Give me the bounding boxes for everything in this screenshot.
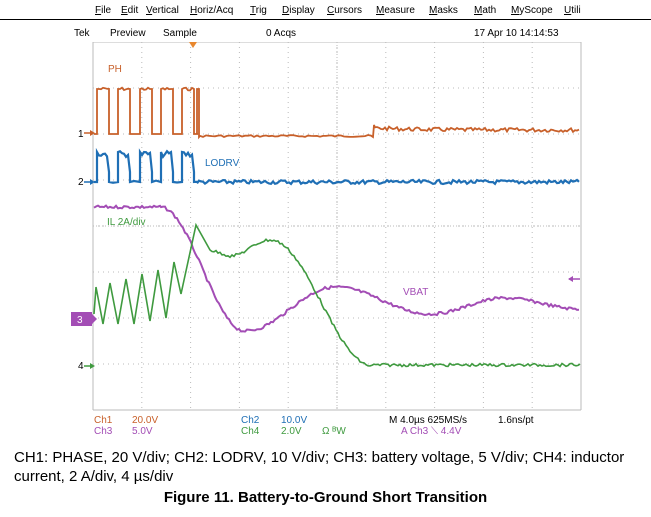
menu-myscope[interactable]: MyScope xyxy=(511,5,553,16)
svg-text:Ch1: Ch1 xyxy=(94,415,113,426)
svg-text:2: 2 xyxy=(78,177,84,188)
svg-text:1.6ns/pt: 1.6ns/pt xyxy=(498,415,534,426)
vbat-label: VBAT xyxy=(403,287,428,298)
svg-text:1: 1 xyxy=(78,129,84,140)
svg-text:3: 3 xyxy=(77,315,83,326)
svg-text:A Ch3 ⟍ 4.4V: A Ch3 ⟍ 4.4V xyxy=(401,426,462,437)
svg-text:2.0V: 2.0V xyxy=(281,426,302,437)
menu-masks[interactable]: Masks xyxy=(429,5,458,16)
menu-edit[interactable]: Edit xyxy=(121,5,139,16)
lodrv-label: LODRV xyxy=(205,158,240,169)
trigger-position-marker xyxy=(189,42,197,48)
ch4-ground-marker: 4 xyxy=(78,361,95,372)
menu-cursors[interactable]: Cursors xyxy=(327,5,363,16)
ch2-ground-marker: 2 xyxy=(78,177,95,188)
ch1-trace xyxy=(94,86,580,140)
brand-label: Tek xyxy=(74,28,90,39)
menu-divider xyxy=(0,19,651,20)
svg-text:Ch4: Ch4 xyxy=(241,426,260,437)
menu-display[interactable]: Display xyxy=(282,5,315,16)
acq-mode-label: Sample xyxy=(163,28,197,39)
mode-label: Preview xyxy=(110,28,146,39)
svg-text:Ch3: Ch3 xyxy=(94,426,113,437)
ch3-ground-marker: 3 xyxy=(71,312,97,326)
graticule xyxy=(92,42,582,411)
ch1-ground-marker: 1 xyxy=(78,129,95,140)
status-bar: Tek Preview Sample 0 Acqs 17 Apr 10 14:1… xyxy=(0,20,651,42)
menu-horiz-acq[interactable]: Horiz/Acq xyxy=(190,5,234,16)
acq-count: 0 Acqs xyxy=(266,28,297,39)
channel-readout: Ch1 20.0V Ch3 5.0V Ch2 10.0V Ch4 2.0V Ω … xyxy=(94,415,534,437)
menu-math[interactable]: Math xyxy=(474,5,497,16)
svg-text:Ω ᴮW: Ω ᴮW xyxy=(322,426,346,437)
svg-text:10.0V: 10.0V xyxy=(281,415,307,426)
timestamp: 17 Apr 10 14:14:53 xyxy=(474,28,559,39)
menu-file[interactable]: File xyxy=(95,5,112,16)
menu-bar: File Edit Vertical Horiz/Acq Trig Displa… xyxy=(0,0,651,20)
svg-text:M 4.0µs 625MS/s: M 4.0µs 625MS/s xyxy=(389,415,467,426)
svg-text:Ch2: Ch2 xyxy=(241,415,260,426)
ch3-trace xyxy=(93,204,580,333)
trigger-level-marker xyxy=(568,276,580,282)
scope-display: 1 2 3 4 PH LODRV IL 2A/div VBAT Ch1 20.0… xyxy=(71,42,582,437)
menu-trig[interactable]: Trig xyxy=(250,5,267,16)
ph-label: PH xyxy=(108,64,122,75)
figure-caption: CH1: PHASE, 20 V/div; CH2: LODRV, 10 V/d… xyxy=(14,449,625,485)
menu-vertical[interactable]: Vertical xyxy=(146,5,179,16)
figure-title: Figure 11. Battery-to-Ground Short Trans… xyxy=(163,489,488,506)
svg-text:5.0V: 5.0V xyxy=(132,426,153,437)
ch2-trace xyxy=(94,147,580,186)
ch4-trace xyxy=(93,222,581,368)
menu-measure[interactable]: Measure xyxy=(376,5,415,16)
svg-text:20.0V: 20.0V xyxy=(132,415,158,426)
menu-utilities[interactable]: Utili xyxy=(564,5,581,16)
svg-text:4: 4 xyxy=(78,361,84,372)
il-label: IL 2A/div xyxy=(107,217,146,228)
